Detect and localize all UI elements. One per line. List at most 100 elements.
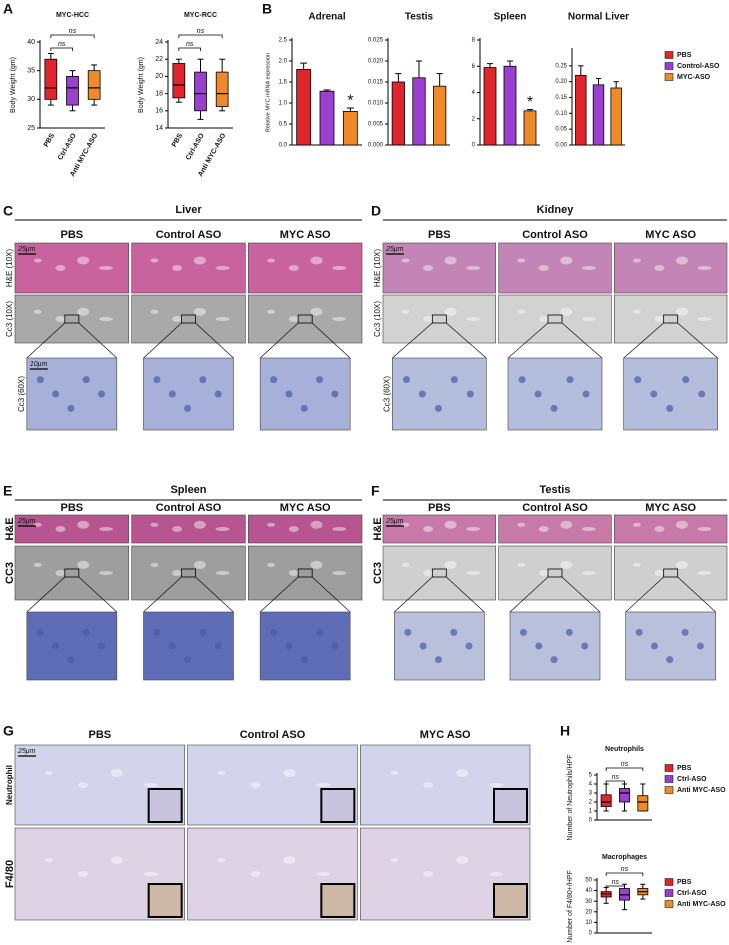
tissue-feature xyxy=(444,560,457,569)
bar xyxy=(503,65,517,146)
significance-marker: * xyxy=(527,94,533,111)
cell-nucleus xyxy=(168,642,176,650)
tissue-feature xyxy=(283,856,296,865)
tissue-feature xyxy=(250,782,261,788)
panel-letter: D xyxy=(371,203,381,219)
tissue-feature xyxy=(267,562,276,567)
y-tick-label: 2.0 xyxy=(279,59,288,65)
bar xyxy=(412,77,426,146)
legend-label: PBS xyxy=(677,765,692,772)
cell-nucleus xyxy=(331,390,339,398)
zoom-connector xyxy=(259,322,299,359)
y-tick-label: 40 xyxy=(27,39,35,46)
tissue-feature xyxy=(632,562,641,567)
panel-title: Kidney xyxy=(537,204,575,216)
cell-nucleus xyxy=(518,376,526,384)
cell-nucleus xyxy=(634,376,642,384)
bar xyxy=(296,69,312,146)
comparison-bracket xyxy=(178,47,201,51)
inset xyxy=(147,883,183,918)
tissue-feature xyxy=(172,316,183,322)
tissue-feature xyxy=(267,309,276,314)
cell-nucleus xyxy=(300,656,308,664)
cell-nucleus xyxy=(168,390,176,398)
zoom-connector xyxy=(78,322,118,359)
y-tick-label: 30 xyxy=(585,899,592,905)
tissue-feature xyxy=(143,872,158,876)
tissue-feature xyxy=(193,256,206,265)
zoom-connector xyxy=(561,322,603,359)
bar xyxy=(610,87,622,146)
tissue-feature xyxy=(110,769,123,777)
column-label: PBS xyxy=(428,229,451,241)
zoom-marker xyxy=(181,314,196,324)
x-tick-label: PBS xyxy=(171,132,184,148)
tissue-feature xyxy=(632,309,641,314)
cell-nucleus xyxy=(36,628,44,636)
cell-nucleus xyxy=(285,642,293,650)
y-tick-label: 1.0 xyxy=(279,101,288,107)
comparison-bracket xyxy=(605,780,625,784)
tissue-feature xyxy=(288,265,299,271)
y-tick-label: 1.5 xyxy=(279,80,288,86)
y-tick-label: 30 xyxy=(27,96,35,103)
zoom-connector xyxy=(78,576,118,613)
bar xyxy=(391,81,405,146)
legend-swatch xyxy=(664,786,674,794)
cell-nucleus xyxy=(535,642,543,650)
tissue-feature xyxy=(288,526,299,532)
panel-letter: A xyxy=(3,1,13,17)
cell-nucleus xyxy=(404,628,412,636)
scale-bar-label: 25μm xyxy=(17,518,36,525)
tissue-feature xyxy=(55,316,66,322)
legend-label: PBS xyxy=(677,52,692,59)
column-label: PBS xyxy=(89,729,112,741)
tissue-feature xyxy=(423,265,434,271)
y-tick-label: 0.010 xyxy=(368,101,384,107)
tissue-feature xyxy=(456,856,469,865)
zoom-marker xyxy=(547,568,563,578)
tissue-feature xyxy=(150,522,159,527)
zoom-connector xyxy=(311,576,351,613)
x-tick-label: Ctrl-ASO xyxy=(57,132,78,162)
cell-nucleus xyxy=(52,642,60,650)
micrograph xyxy=(131,545,246,601)
tissue-feature xyxy=(581,317,596,321)
bar xyxy=(575,74,587,146)
zoom-marker xyxy=(547,314,563,324)
zoom-marker xyxy=(431,314,447,324)
tissue-feature xyxy=(172,526,183,532)
tissue-feature xyxy=(332,571,347,575)
y-tick-label: 0.25 xyxy=(555,63,567,69)
zoom-connector xyxy=(392,322,433,359)
cell-nucleus xyxy=(52,390,60,398)
comparison-bracket xyxy=(605,885,625,889)
cell-nucleus xyxy=(98,390,106,398)
tissue-feature xyxy=(675,560,688,569)
comparison-bracket xyxy=(605,767,644,771)
tissue-feature xyxy=(423,570,434,576)
cell-nucleus xyxy=(67,404,75,412)
legend-swatch xyxy=(664,62,674,70)
x-tick-label: PBS xyxy=(43,132,56,148)
legend-label: PBS xyxy=(677,879,692,886)
row-label: Cc3 (10X) xyxy=(5,301,14,337)
cell-nucleus xyxy=(184,656,192,664)
cell-nucleus xyxy=(450,628,458,636)
y-axis-label: Body Weight (gm) xyxy=(10,57,17,113)
y-tick-label: 50 xyxy=(585,878,592,884)
micrograph xyxy=(382,545,496,601)
cell-nucleus xyxy=(698,390,706,398)
micrograph xyxy=(248,242,363,294)
tissue-feature xyxy=(401,258,410,263)
cell-nucleus xyxy=(419,642,427,650)
cell-nucleus xyxy=(331,642,339,650)
y-tick-label: 0.015 xyxy=(368,80,384,86)
scale-bar-label: 25μm xyxy=(17,246,36,253)
tissue-feature xyxy=(401,562,410,567)
tissue-feature xyxy=(444,256,457,265)
micrograph xyxy=(248,545,363,601)
cell-nucleus xyxy=(666,404,674,412)
tissue-feature xyxy=(560,256,573,265)
tissue-feature xyxy=(489,872,504,876)
